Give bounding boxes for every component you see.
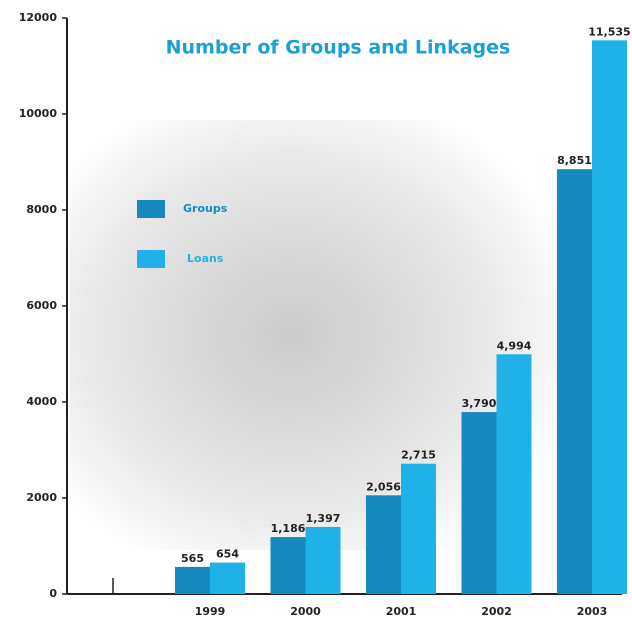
bar	[305, 526, 341, 594]
value-label: 3,790	[462, 397, 497, 410]
value-label: 4,994	[497, 339, 532, 352]
bar	[401, 463, 436, 594]
x-tick-label: 1999	[195, 605, 226, 618]
y-tick-label: 8000	[26, 203, 57, 216]
y-tick-label: 2000	[26, 491, 57, 504]
value-label: 11,535	[588, 25, 630, 38]
legend-label: Groups	[183, 202, 228, 215]
y-tick-label: 12000	[19, 11, 58, 24]
x-tick-label: 2003	[577, 605, 608, 618]
legend-label: Loans	[187, 252, 224, 265]
chart-title: Number of Groups and Linkages	[166, 37, 511, 59]
legend-swatch	[137, 250, 165, 268]
bar	[557, 169, 592, 595]
x-tick-label: 2000	[290, 605, 321, 618]
bar	[366, 495, 401, 594]
bar	[496, 354, 532, 594]
x-tick-label: 2001	[386, 605, 417, 618]
bar	[270, 537, 306, 594]
value-label: 8,851	[557, 154, 592, 167]
value-label: 2,056	[366, 480, 401, 493]
legend-swatch	[137, 200, 165, 218]
value-label: 1,397	[306, 512, 341, 525]
y-tick-label: 6000	[26, 299, 57, 312]
y-tick-label: 10000	[19, 107, 58, 120]
value-label: 654	[216, 548, 239, 561]
x-tick-label: 2002	[481, 605, 512, 618]
value-label: 2,715	[401, 449, 436, 462]
value-label: 1,186	[271, 522, 306, 535]
bar	[592, 40, 627, 594]
bar	[175, 566, 210, 594]
y-tick-label: 4000	[26, 395, 57, 408]
y-tick-label: 0	[49, 587, 57, 600]
value-label: 565	[181, 552, 204, 565]
bar	[461, 412, 497, 594]
bar	[210, 562, 245, 594]
